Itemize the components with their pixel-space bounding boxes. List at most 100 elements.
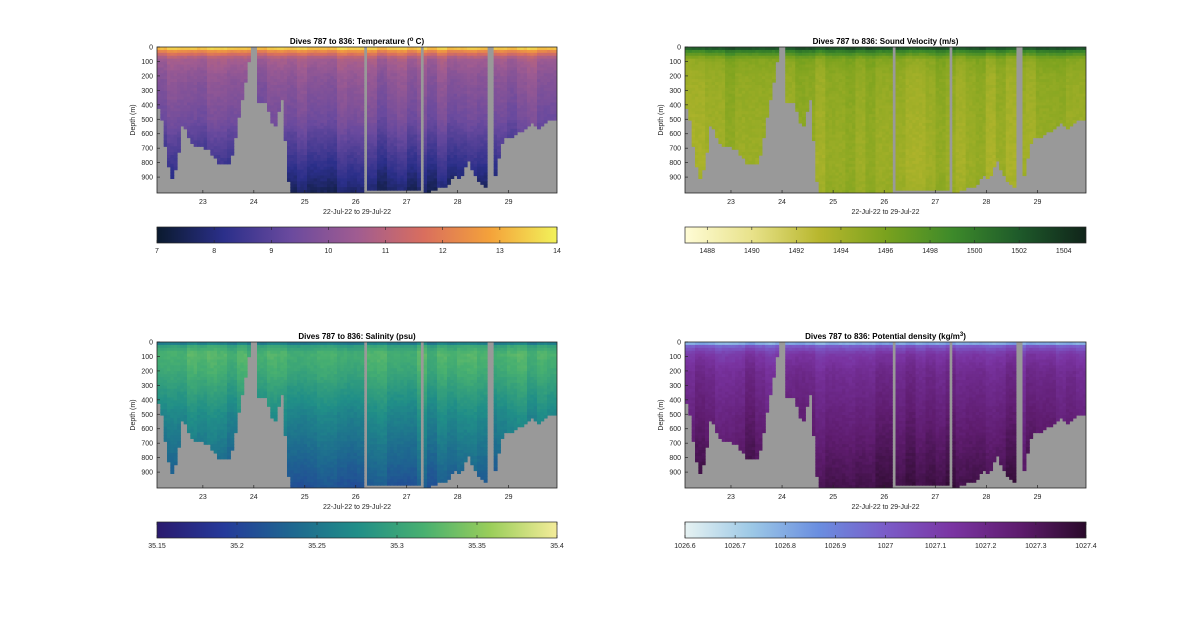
heatmap-cell [290, 87, 295, 92]
heatmap-cell [283, 82, 288, 86]
heatmap-cell [698, 157, 703, 162]
heatmap-cell [310, 187, 315, 191]
heatmap-cell [708, 122, 713, 127]
heatmap-cell [223, 102, 228, 106]
heatmap-cell [353, 184, 358, 188]
heatmap-cell [410, 87, 415, 92]
heatmap-cell [300, 102, 305, 106]
heatmap-cell [227, 108, 231, 112]
heatmap-cell [725, 128, 730, 133]
heatmap-cell [327, 137, 331, 142]
heatmap-cell [457, 90, 461, 95]
heatmap-cell [313, 87, 318, 92]
heatmap-cell [270, 58, 275, 63]
heatmap-cell [688, 58, 693, 63]
heatmap-cell [240, 70, 245, 74]
heatmap-cell [160, 73, 165, 77]
heatmap-cell [303, 49, 308, 54]
heatmap-cell [190, 64, 195, 69]
heatmap-cell [360, 79, 365, 83]
heatmap-cell [410, 187, 415, 191]
heatmap-cell [417, 102, 421, 106]
heatmap-cell [353, 111, 358, 115]
heatmap-cell [177, 108, 181, 112]
heatmap-cell [433, 143, 438, 147]
heatmap-cell [417, 111, 421, 115]
heatmap-cell [383, 137, 388, 142]
heatmap-cell [537, 122, 541, 127]
heatmap-cell [507, 90, 511, 95]
heatmap-cell [430, 152, 435, 156]
heatmap-cell [691, 58, 696, 63]
heatmap-cell [407, 93, 411, 98]
heatmap-cell [167, 79, 171, 83]
heatmap-cell [210, 143, 215, 147]
heatmap-cell [157, 76, 161, 80]
heatmap-cell [413, 140, 418, 144]
heatmap-cell [457, 172, 461, 177]
heatmap-cell [467, 105, 471, 109]
heatmap-cell [220, 143, 225, 147]
heatmap-cell [277, 102, 281, 106]
heatmap-cell [387, 143, 391, 147]
heatmap-cell [390, 149, 395, 153]
heatmap-cell [380, 47, 385, 51]
heatmap-cell [430, 166, 435, 171]
heatmap-cell [440, 169, 445, 174]
heatmap-cell [297, 140, 301, 144]
heatmap-cell [267, 52, 271, 57]
heatmap-cell [257, 96, 261, 101]
heatmap-cell [183, 73, 188, 77]
heatmap-cell [550, 67, 555, 71]
heatmap-cell [433, 52, 438, 57]
heatmap-cell [410, 99, 415, 104]
heatmap-cell [357, 149, 361, 153]
heatmap-cell [440, 93, 445, 98]
heatmap-cell [200, 58, 205, 63]
heatmap-cell [463, 96, 468, 101]
heatmap-cell [527, 93, 531, 98]
heatmap-cell [213, 49, 218, 54]
heatmap-cell [380, 149, 385, 153]
heatmap-cell [698, 131, 703, 136]
heatmap-cell [407, 67, 411, 71]
heatmap-cell [330, 49, 335, 54]
heatmap-cell [287, 131, 291, 136]
heatmap-cell [407, 143, 411, 147]
heatmap-cell [533, 105, 538, 109]
y-tick-label: 400 [141, 102, 153, 109]
heatmap-cell [353, 166, 358, 171]
heatmap-cell [453, 160, 458, 165]
heatmap-cell [470, 122, 475, 127]
heatmap-cell [293, 169, 298, 174]
heatmap-cell [337, 134, 341, 139]
heatmap-cell [463, 137, 468, 142]
heatmap-cell [698, 143, 703, 147]
heatmap-cell [230, 131, 235, 136]
heatmap-cell [695, 140, 699, 144]
heatmap-cell [397, 131, 401, 136]
heatmap-cell [390, 187, 395, 191]
heatmap-cell [220, 96, 225, 101]
heatmap-cell [685, 79, 689, 83]
heatmap-cell [220, 117, 225, 121]
heatmap-cell [423, 125, 428, 130]
heatmap-cell [300, 160, 305, 165]
heatmap-cell [380, 70, 385, 74]
heatmap-cell [273, 67, 278, 71]
heatmap-cell [350, 111, 355, 115]
heatmap-cell [503, 114, 508, 118]
heatmap-cell [340, 64, 345, 69]
heatmap-cell [473, 52, 478, 57]
heatmap-cell [705, 102, 709, 106]
heatmap-cell [287, 172, 291, 177]
heatmap-cell [503, 47, 508, 51]
heatmap-cell [330, 146, 335, 150]
heatmap-cell [293, 87, 298, 92]
heatmap-cell [397, 149, 401, 153]
heatmap-cell [353, 122, 358, 127]
heatmap-cell [715, 84, 720, 89]
heatmap-cell [167, 155, 171, 159]
heatmap-cell [273, 93, 278, 98]
heatmap-cell [210, 131, 215, 136]
